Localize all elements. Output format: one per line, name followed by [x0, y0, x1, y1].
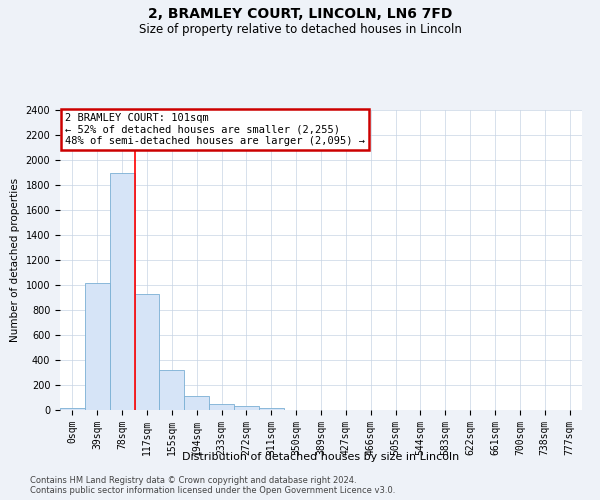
Text: 2 BRAMLEY COURT: 101sqm
← 52% of detached houses are smaller (2,255)
48% of semi: 2 BRAMLEY COURT: 101sqm ← 52% of detache…: [65, 113, 365, 146]
Text: Contains HM Land Registry data © Crown copyright and database right 2024.
Contai: Contains HM Land Registry data © Crown c…: [30, 476, 395, 495]
Text: Size of property relative to detached houses in Lincoln: Size of property relative to detached ho…: [139, 22, 461, 36]
Bar: [209, 404, 234, 410]
Text: 2, BRAMLEY COURT, LINCOLN, LN6 7FD: 2, BRAMLEY COURT, LINCOLN, LN6 7FD: [148, 8, 452, 22]
Bar: [259, 408, 284, 410]
Bar: [60, 408, 85, 410]
Bar: [134, 294, 160, 410]
Bar: [85, 282, 110, 410]
Bar: [234, 406, 259, 410]
Bar: [110, 172, 134, 410]
Bar: [184, 396, 209, 410]
Bar: [160, 370, 184, 410]
Text: Distribution of detached houses by size in Lincoln: Distribution of detached houses by size …: [182, 452, 460, 462]
Y-axis label: Number of detached properties: Number of detached properties: [10, 178, 20, 342]
